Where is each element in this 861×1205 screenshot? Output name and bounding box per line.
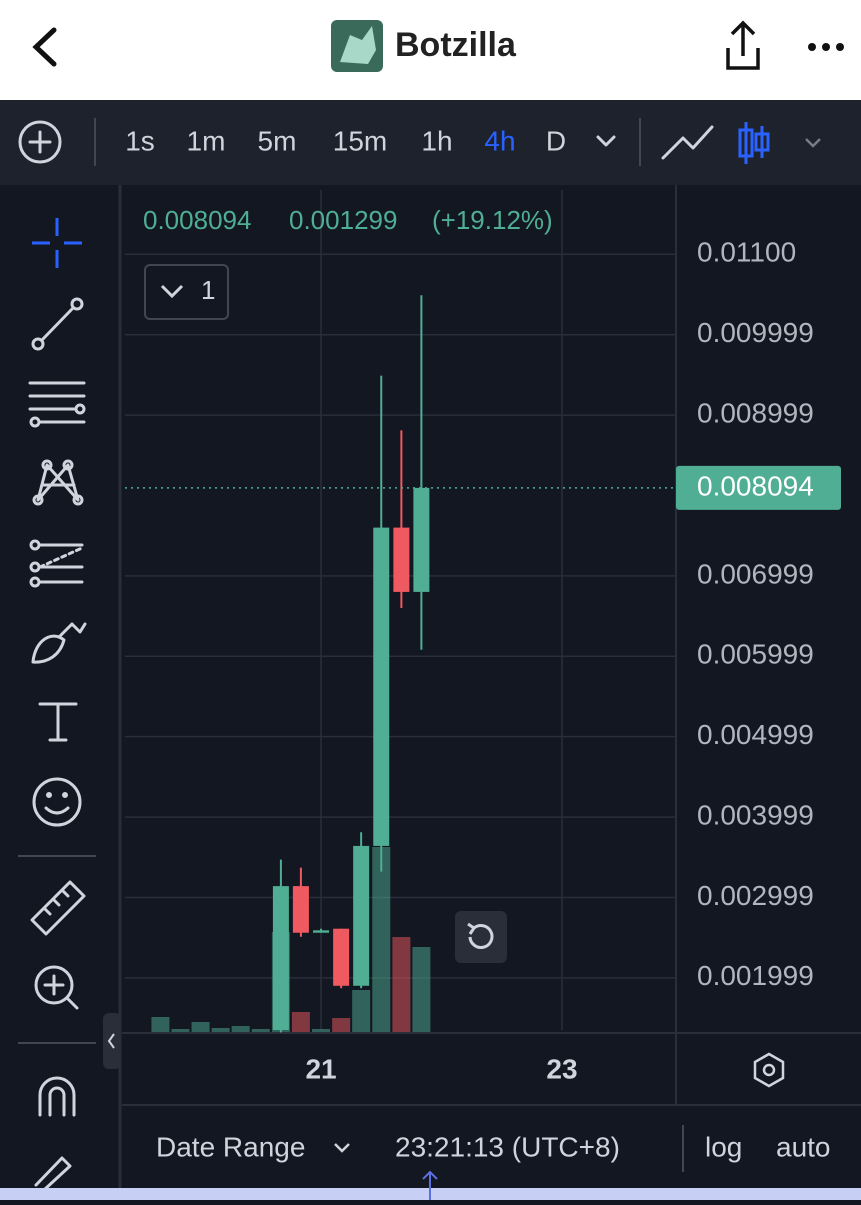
x-tick-label: 21: [305, 1053, 336, 1084]
y-tick-label: 0.002999: [697, 880, 814, 911]
candle-body: [272, 886, 289, 1030]
header-bar: [0, 0, 861, 100]
add-indicator[interactable]: [18, 120, 62, 164]
settings-button-dot: [762, 1063, 776, 1077]
legend-change-pct: (+19.12%): [432, 205, 553, 235]
toolbar: [0, 100, 861, 185]
legend-last: 0.008094: [143, 205, 251, 235]
volume-bar: [352, 990, 371, 1032]
y-tick-label: 0.01100: [697, 237, 796, 268]
y-tick-label: 0.008999: [697, 398, 814, 429]
volume-bar: [211, 1028, 230, 1032]
interval-option[interactable]: 1s: [125, 125, 155, 156]
date-range-arrow: [334, 1143, 350, 1153]
candle-body: [353, 845, 370, 986]
brush-tool[interactable]: [31, 622, 87, 664]
volume-bar: [372, 847, 391, 1032]
zoom-tool[interactable]: [34, 965, 79, 1010]
sidebar-toggle-arrow: [107, 1033, 115, 1049]
volume-bar: [312, 1029, 331, 1032]
interval-option[interactable]: 15m: [333, 125, 387, 156]
y-tick-label: 0.005999: [697, 639, 814, 670]
pattern-tool[interactable]: [32, 459, 84, 506]
emoji-tool[interactable]: [32, 777, 82, 827]
text-tool[interactable]: [38, 702, 78, 742]
line-chart-type[interactable]: [661, 125, 714, 160]
volume-bar: [332, 1018, 351, 1032]
candle-body: [313, 930, 330, 933]
y-tick-label: 0.006999: [697, 558, 814, 589]
y-tick-label: 0.009999: [697, 317, 814, 348]
interval-option[interactable]: 1h: [421, 125, 452, 156]
title: Botzilla: [395, 26, 517, 64]
legend-change: 0.001299: [289, 205, 397, 235]
candle-body: [292, 886, 309, 933]
volume-bar: [291, 1012, 310, 1032]
candle-body: [413, 487, 430, 592]
fib-tool[interactable]: [28, 381, 86, 428]
share-button[interactable]: [726, 20, 760, 70]
magnet-tool[interactable]: [38, 1076, 76, 1117]
sidebar-toggle[interactable]: [103, 1013, 121, 1069]
pane-label: 1: [201, 275, 215, 305]
lock-tool[interactable]: [34, 1156, 72, 1192]
token-icon-art: [340, 26, 376, 64]
trendline-tool[interactable]: [31, 297, 84, 351]
date-range[interactable]: Date Range: [156, 1131, 305, 1162]
volume-bar: [412, 947, 431, 1032]
volume-bar: [191, 1022, 210, 1032]
interval-option[interactable]: 1m: [187, 125, 226, 156]
reset-button[interactable]: [455, 911, 507, 963]
x-tick-label: 23: [546, 1053, 577, 1084]
plot: [125, 295, 675, 1033]
last-price-label: 0.008094: [697, 470, 814, 501]
log-toggle[interactable]: log: [705, 1131, 742, 1162]
ruler-tool[interactable]: [30, 880, 86, 936]
y-tick-label: 0.003999: [697, 799, 814, 830]
clock: 23:21:13 (UTC+8): [395, 1131, 620, 1162]
interval-group: 1s 1m 5m 15m 1h 4h D: [125, 125, 566, 156]
y-tick-label: 0.004999: [697, 719, 814, 750]
volume-bar: [151, 1017, 170, 1032]
candle-body: [333, 928, 350, 986]
volume-bar: [392, 937, 411, 1032]
last-price-badge: [676, 465, 841, 510]
interval-option[interactable]: 4h: [484, 125, 515, 156]
projection-tool[interactable]: [29, 539, 84, 588]
volume-bar: [231, 1026, 250, 1032]
chart-type-dropdown[interactable]: [805, 138, 821, 148]
y-tick-label: 0.001999: [697, 960, 814, 991]
drag-handle: [422, 1170, 438, 1200]
candle-body: [373, 527, 390, 846]
candle-chart-type[interactable]: [738, 122, 770, 164]
volume-bar: [171, 1029, 190, 1032]
pane-toggle[interactable]: [144, 264, 229, 320]
back-button[interactable]: [32, 27, 57, 67]
more-button[interactable]: [808, 43, 844, 51]
interval-dropdown[interactable]: [596, 135, 616, 147]
settings-button[interactable]: [753, 1052, 785, 1088]
volume-bar: [251, 1029, 270, 1032]
auto-toggle[interactable]: auto: [776, 1131, 831, 1162]
pane-toggle-arrow: [160, 284, 184, 299]
interval-option[interactable]: 5m: [258, 125, 297, 156]
interval-option[interactable]: D: [546, 125, 566, 156]
crosshair-tool[interactable]: [32, 218, 82, 268]
candle-body: [393, 527, 410, 592]
